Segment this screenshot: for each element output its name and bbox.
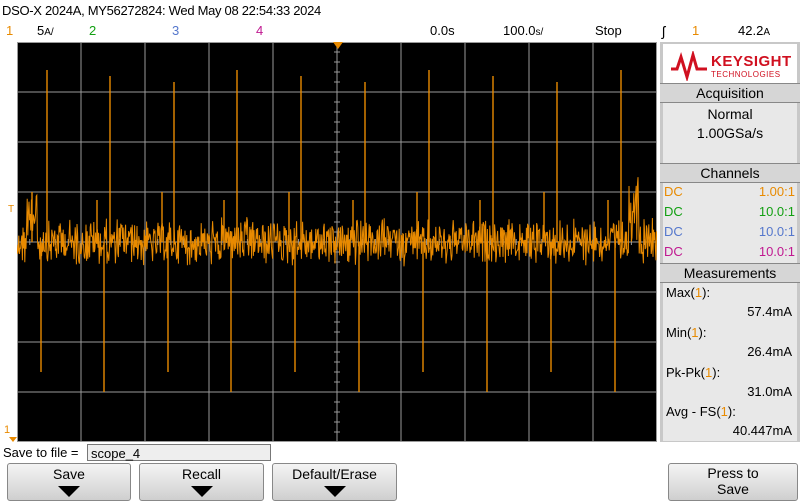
trigger-level-marker[interactable]: T [8,204,15,215]
ch1-scale-value: 5 [37,23,45,38]
trigger-position-icon[interactable] [333,42,343,49]
meas-pkpk-value: 31.0mA [747,384,792,399]
ch4-coupling: DC [664,244,683,259]
per-div-unit-icon: s/ [535,27,544,38]
side-panel: KEYSIGHT TECHNOLOGIES Acquisition Normal… [660,42,800,442]
ch3-probe: 10.0:1 [758,224,795,239]
press-to-save-line2: Save [717,481,749,497]
trigger-level[interactable]: 42.2A [738,23,770,38]
ch1-scale[interactable]: 5A/ [37,23,54,38]
meas-min-value: 26.4mA [747,344,792,359]
ch1-ground-arrow-icon [9,437,17,442]
ch3-number[interactable]: 3 [172,23,180,38]
meas-avg-value: 40.447mA [732,423,792,438]
ch3-coupling: DC [664,224,683,239]
ch1-coupling: DC [664,184,683,199]
save-filename-field[interactable]: scope_4 [87,444,271,461]
ch2-number[interactable]: 2 [89,23,97,38]
save-file-label: Save to file = [3,445,79,460]
down-arrow-icon [58,486,80,497]
trigger-level-value: 42.2 [738,23,764,38]
down-arrow-icon [190,486,213,497]
per-div-unit-icon: A/ [44,27,54,38]
time-scale-value: 100.0 [503,23,536,38]
default-erase-softkey[interactable]: Default/Erase [272,463,397,501]
acquisition-body: Normal 1.00GSa/s [663,103,797,163]
ch1-trace [17,177,657,267]
meas-max-label: Max(1): [666,285,711,300]
meas-min-label: Min(1): [666,325,707,340]
press-to-save-softkey[interactable]: Press to Save [668,463,798,501]
amp-unit-icon: A [763,27,770,38]
default-erase-softkey-label: Default/Erase [292,466,377,482]
brand-name: KEYSIGHT [711,53,792,70]
ch1-spikes [31,70,622,392]
meas-avg-label: Avg - FS(1): [666,404,736,419]
meas-max-value: 57.4mA [747,304,792,319]
recall-softkey[interactable]: Recall [139,463,264,501]
ch1-probe: 1.00:1 [758,184,795,199]
ch1-ground-marker[interactable]: 1 [4,424,11,436]
measurements-body: Max(1): 57.4mA Min(1): 26.4mA Pk-Pk(1): … [663,283,797,441]
channels-body: DC 1.00:1 DC 10.0:1 DC 10.0:1 DC 10.0:1 [663,183,797,263]
waveform-display[interactable] [17,42,657,442]
keysight-wave-icon [671,51,707,81]
recall-softkey-label: Recall [182,466,221,482]
ch2-coupling: DC [664,204,683,219]
acquisition-mode: Normal [707,106,753,122]
channels-header[interactable]: Channels [660,163,800,183]
save-softkey-label: Save [53,466,85,482]
time-scale[interactable]: 100.0s/ [503,23,543,38]
brand-logo: KEYSIGHT TECHNOLOGIES [663,44,797,88]
down-arrow-icon [323,486,346,497]
trigger-channel[interactable]: 1 [692,23,700,38]
time-position[interactable]: 0.0s [430,23,455,38]
save-softkey[interactable]: Save [7,463,131,501]
brand-sub: TECHNOLOGIES [711,70,781,79]
waveform-svg [17,42,657,442]
sample-rate: 1.00GSa/s [696,125,764,141]
run-state[interactable]: Stop [595,23,622,38]
trigger-edge-icon[interactable]: ʃ [662,23,666,39]
acquisition-header[interactable]: Acquisition [660,83,800,103]
window-title: DSO-X 2024A, MY56272824: Wed May 08 22:5… [2,3,321,18]
ch2-probe: 10.0:1 [758,204,795,219]
press-to-save-line1: Press to [707,465,759,481]
ch4-number[interactable]: 4 [256,23,264,38]
ch1-number[interactable]: 1 [6,23,14,38]
measurements-header[interactable]: Measurements [660,263,800,283]
ch4-probe: 10.0:1 [758,244,795,259]
meas-pkpk-label: Pk-Pk(1): [666,365,721,380]
